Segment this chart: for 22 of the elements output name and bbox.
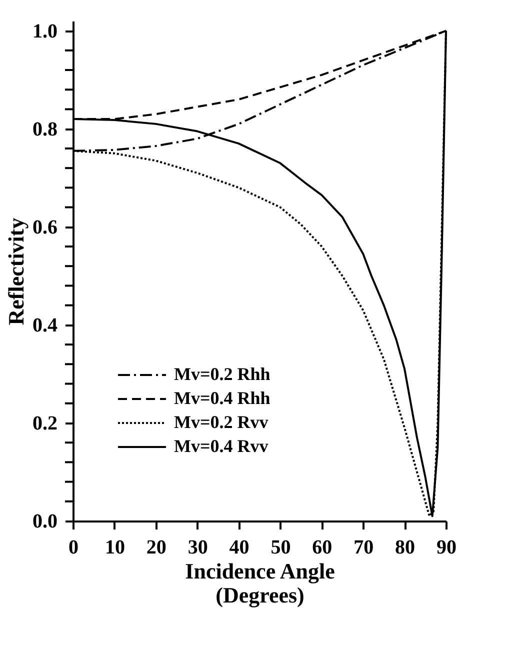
y-axis-title: Reflectivity: [4, 218, 28, 326]
x-tick-label: 10: [104, 536, 125, 558]
x-tick-label: 40: [229, 536, 250, 558]
x-tick-label: 80: [395, 536, 416, 558]
legend-label: Mv=0.4 Rhh: [174, 388, 270, 408]
y-tick-label: 0.4: [32, 314, 58, 336]
legend-label: Mv=0.2 Rvv: [174, 412, 268, 432]
y-tick-label: 0.6: [32, 216, 58, 238]
x-tick-label: 60: [312, 536, 332, 558]
x-tick-label: 0: [68, 536, 78, 558]
x-tick-label: 50: [270, 536, 291, 558]
legend-label: Mv=0.4 Rvv: [174, 436, 268, 456]
y-tick-label: 0.2: [32, 412, 58, 434]
x-tick-label: 20: [146, 536, 166, 558]
x-tick-label: 30: [188, 536, 208, 558]
y-tick-label: 0.0: [32, 510, 58, 532]
y-tick-label: 1.0: [32, 20, 58, 42]
x-tick-label: 70: [354, 536, 374, 558]
y-tick-label: 0.8: [32, 118, 58, 140]
x-axis-title: Incidence Angle (Degrees): [185, 558, 336, 608]
legend-label: Mv=0.2 Rhh: [174, 364, 270, 384]
x-tick-label: 90: [436, 536, 456, 558]
